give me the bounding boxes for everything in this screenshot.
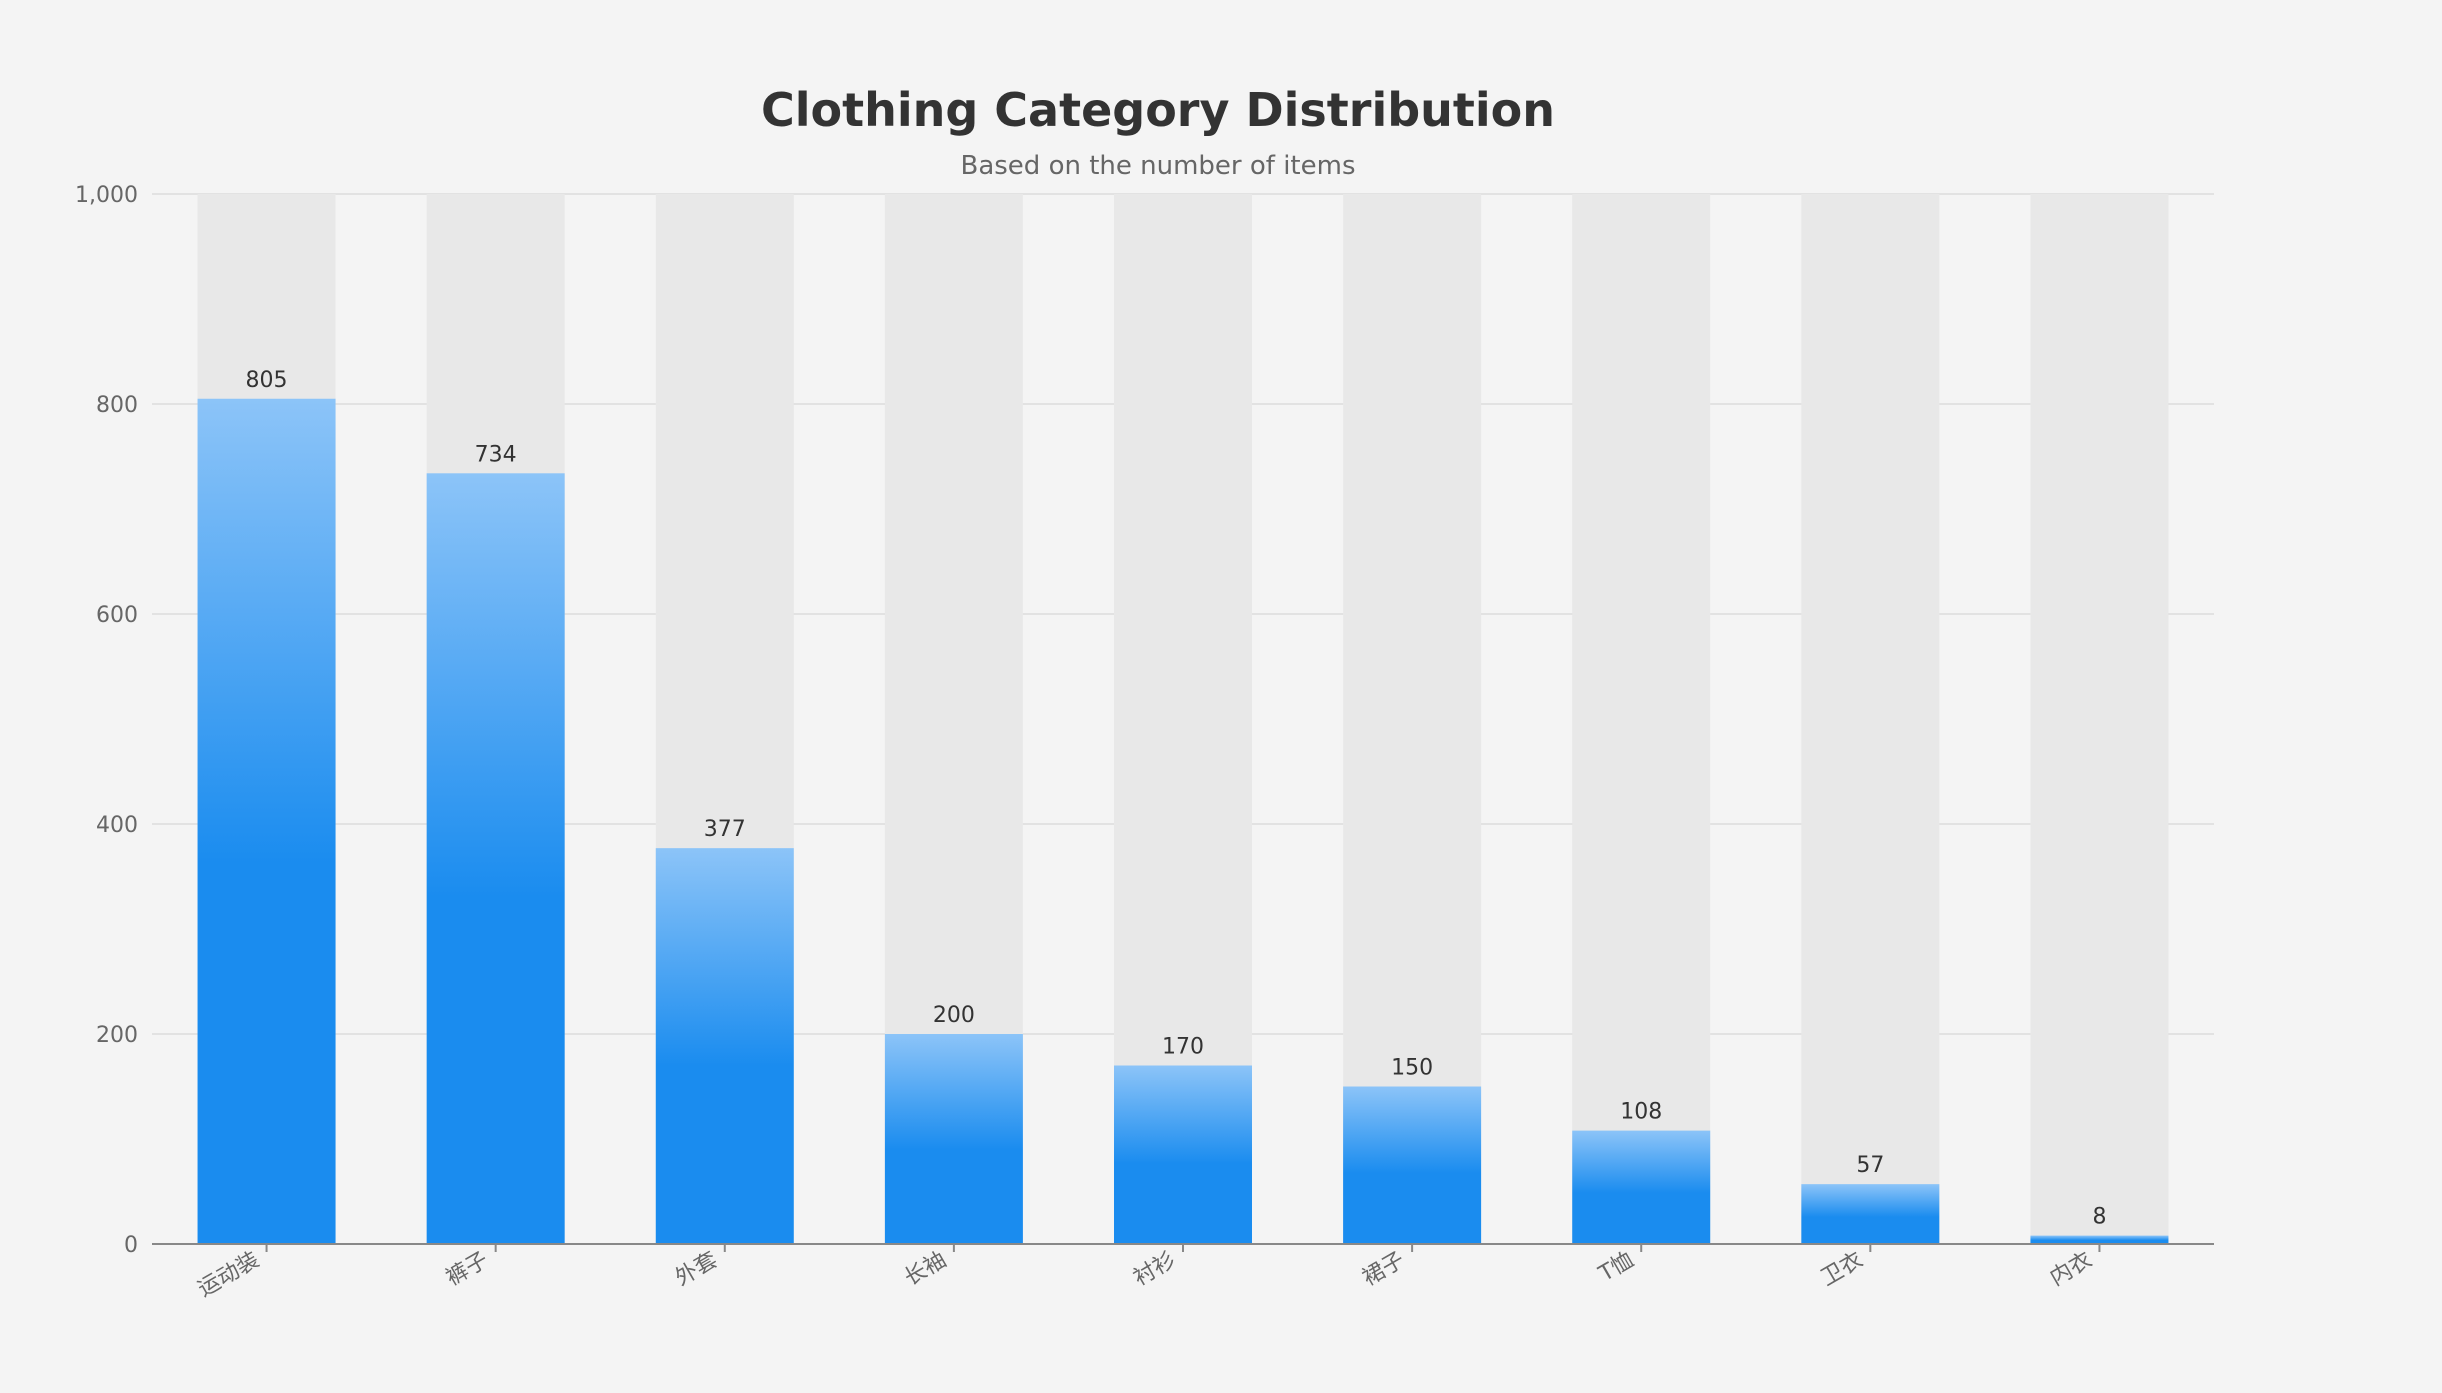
x-tick-label: 长袖 bbox=[900, 1248, 951, 1292]
bar bbox=[426, 473, 565, 1244]
data-labels: 805 734 377 200 170 150 108 57 8 bbox=[246, 368, 2107, 1230]
bar-background bbox=[1343, 194, 1482, 1244]
x-tick-label: 裤子 bbox=[442, 1248, 493, 1292]
data-label: 734 bbox=[475, 442, 517, 467]
x-tick-label: 裙子 bbox=[1358, 1248, 1409, 1292]
bar bbox=[1572, 1130, 1711, 1244]
y-axis: 0 200 400 600 800 1,000 bbox=[75, 183, 138, 1258]
bar-background bbox=[1572, 194, 1711, 1244]
x-axis: 运动装 裤子 外套 长袖 衬衫 裙子 T恤 卫衣 内衣 bbox=[152, 1243, 2214, 1303]
x-tick-label: 运动装 bbox=[194, 1248, 264, 1303]
x-tick-label: 衬衫 bbox=[1129, 1248, 1180, 1292]
bar bbox=[1343, 1086, 1482, 1244]
y-tick-label: 1,000 bbox=[75, 183, 138, 208]
y-tick-label: 800 bbox=[96, 393, 138, 418]
chart-title: Clothing Category Distribution bbox=[761, 83, 1555, 137]
y-tick-label: 400 bbox=[96, 813, 138, 838]
y-tick-label: 600 bbox=[96, 603, 138, 628]
x-tick-label: 卫衣 bbox=[1817, 1248, 1868, 1292]
y-tick-label: 200 bbox=[96, 1023, 138, 1048]
x-tick-label: T恤 bbox=[1594, 1248, 1638, 1288]
data-label: 170 bbox=[1162, 1035, 1204, 1060]
x-tick-label: 内衣 bbox=[2046, 1248, 2097, 1292]
bar bbox=[1114, 1065, 1252, 1244]
data-label: 377 bbox=[704, 817, 746, 842]
bar bbox=[2030, 1235, 2169, 1244]
data-label: 150 bbox=[1391, 1056, 1433, 1081]
data-label: 57 bbox=[1856, 1153, 1884, 1178]
bar-background bbox=[1801, 194, 1940, 1244]
data-label: 108 bbox=[1620, 1100, 1662, 1125]
y-tick-label: 0 bbox=[124, 1233, 138, 1258]
chart-subtitle: Based on the number of items bbox=[960, 151, 1355, 181]
bar bbox=[884, 1034, 1023, 1244]
data-label: 200 bbox=[933, 1003, 975, 1028]
bars bbox=[197, 398, 2169, 1244]
bar bbox=[197, 398, 336, 1244]
data-label: 8 bbox=[2092, 1205, 2106, 1230]
bar-background bbox=[2030, 194, 2169, 1244]
x-tick-label: 外套 bbox=[671, 1248, 722, 1292]
bar bbox=[655, 848, 794, 1244]
data-label: 805 bbox=[246, 368, 288, 393]
bar bbox=[1801, 1184, 1940, 1244]
